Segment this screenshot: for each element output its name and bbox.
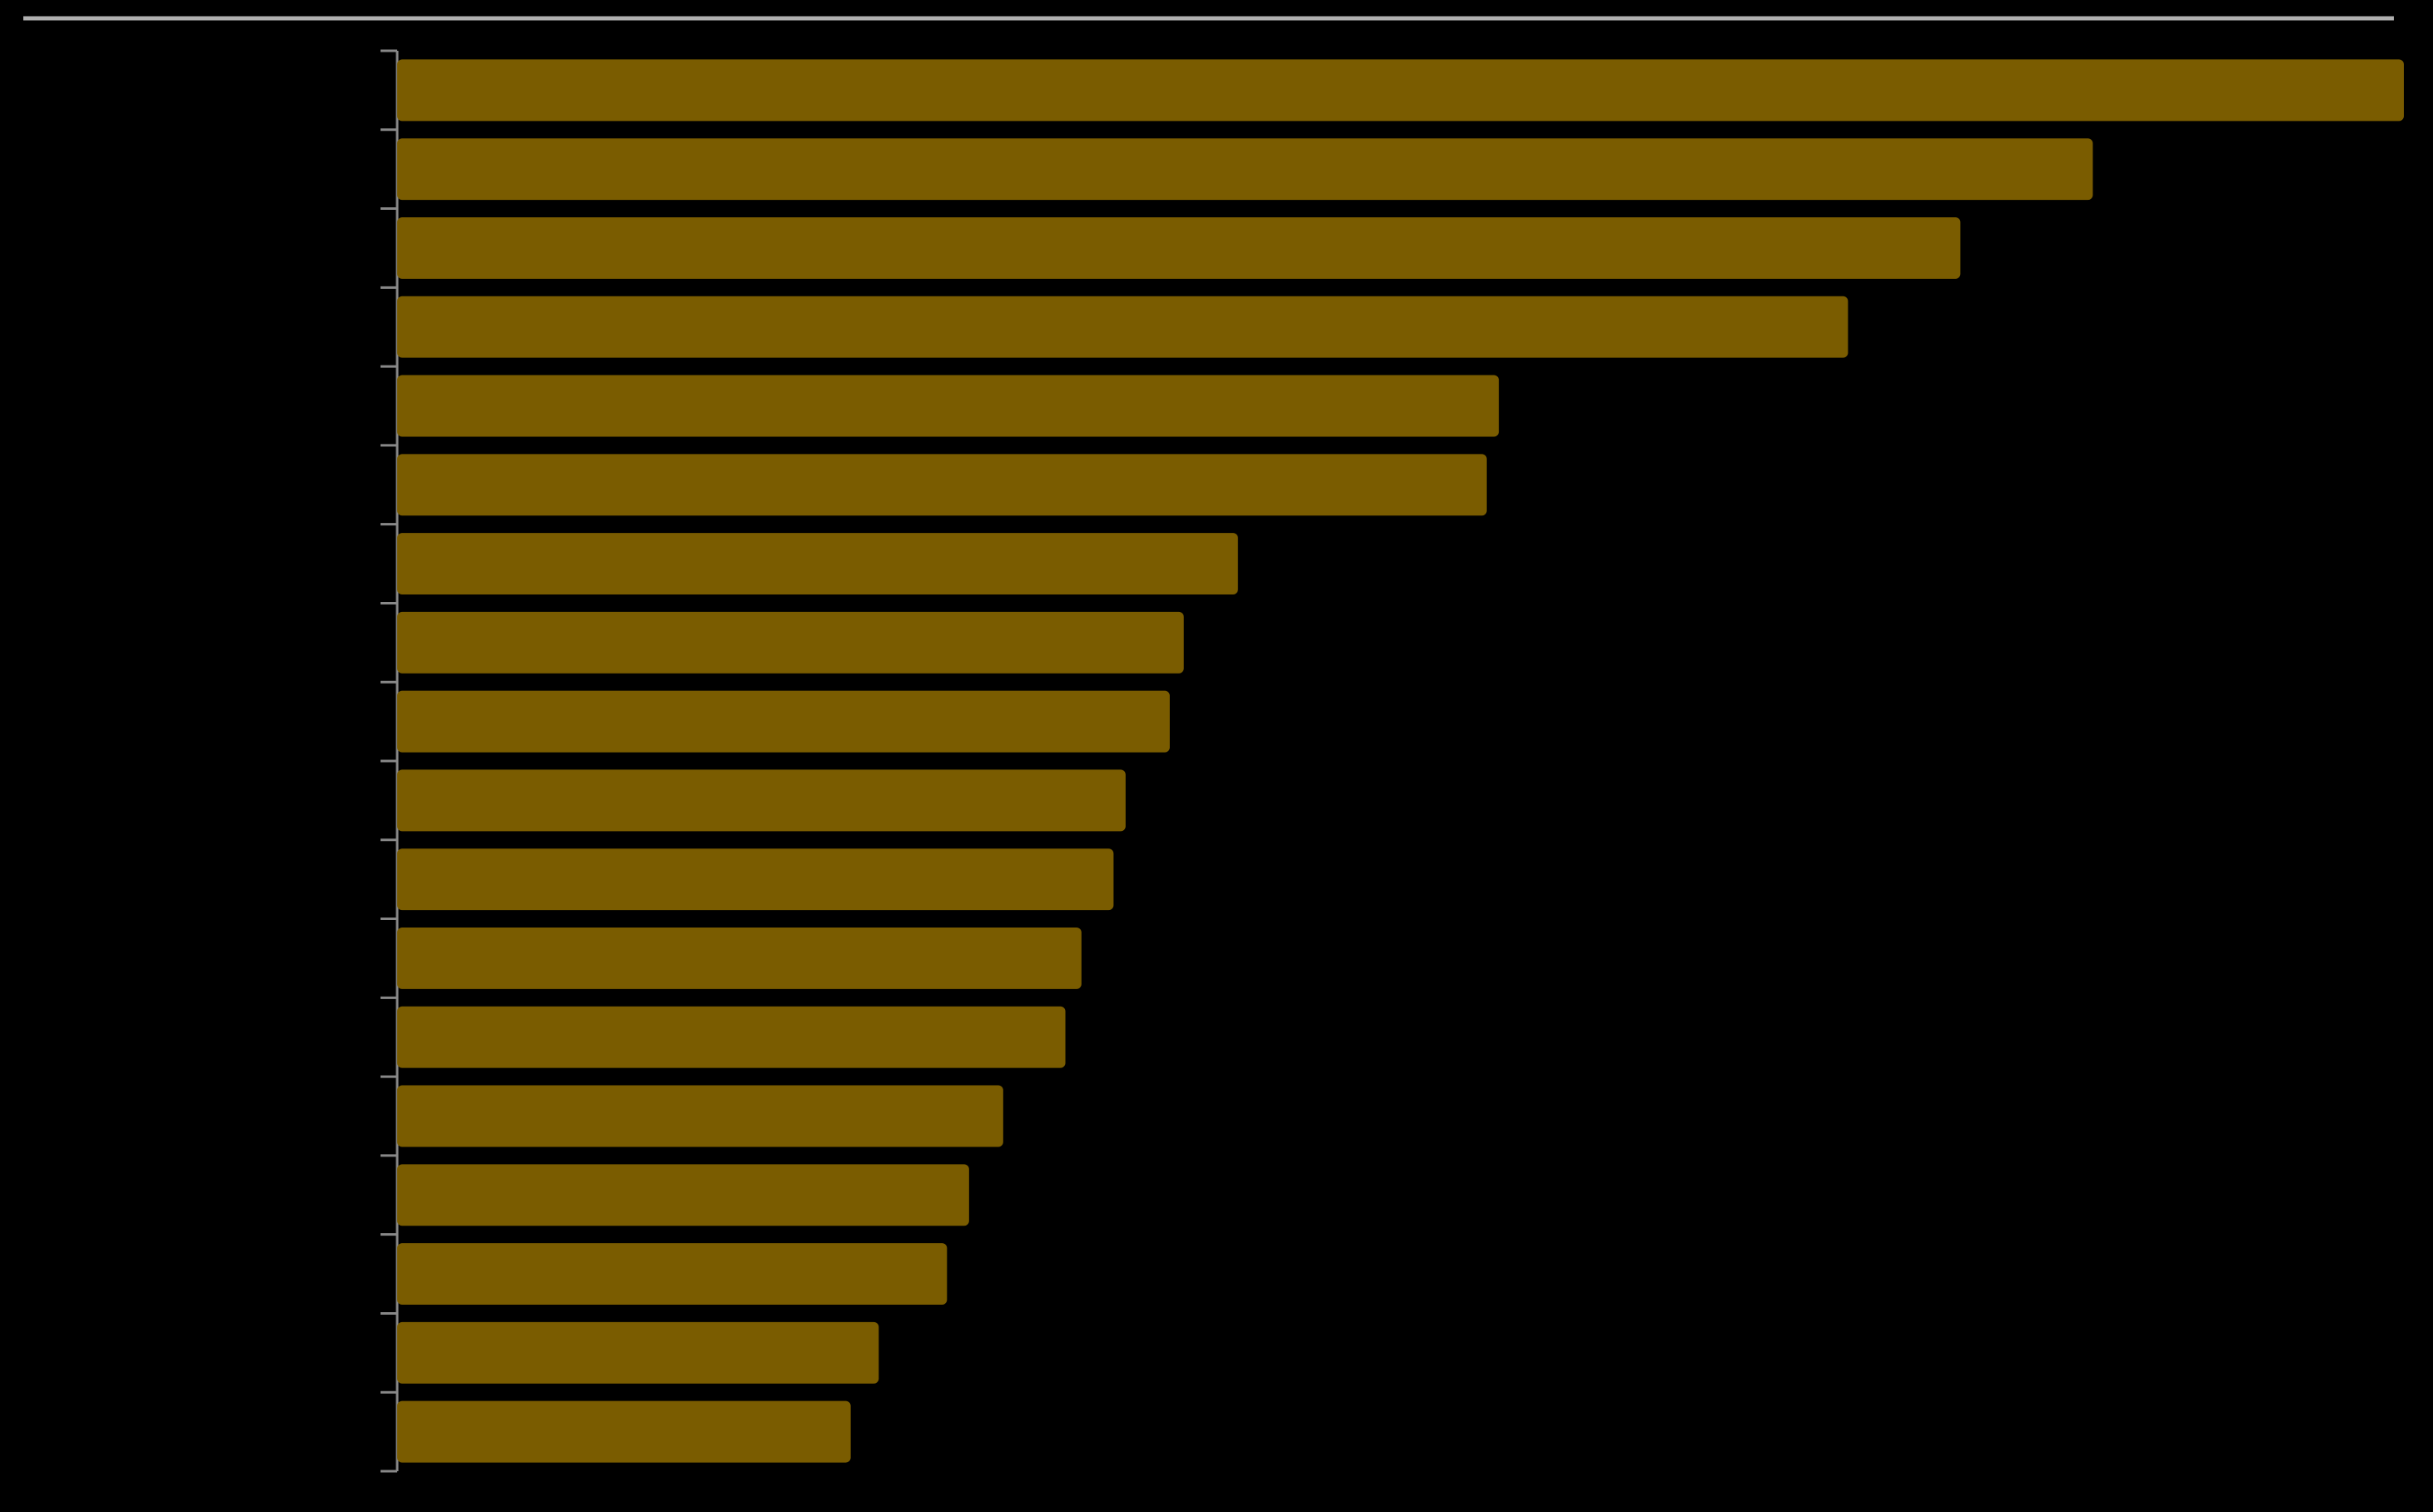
bar (397, 138, 2093, 201)
bar (397, 375, 1500, 437)
bar (397, 216, 1961, 279)
bar (397, 769, 1126, 832)
bar (397, 1243, 948, 1306)
bar (397, 59, 2404, 122)
bar (397, 1006, 1066, 1068)
bar (397, 296, 1848, 358)
bar (397, 848, 1114, 911)
bar (397, 690, 1170, 753)
bar (397, 611, 1184, 674)
bar (397, 1085, 1003, 1147)
bar (397, 1164, 969, 1226)
bar (397, 454, 1487, 516)
bar (397, 927, 1082, 989)
bar (397, 1321, 879, 1384)
bar (397, 533, 1238, 595)
bar (397, 1400, 851, 1463)
